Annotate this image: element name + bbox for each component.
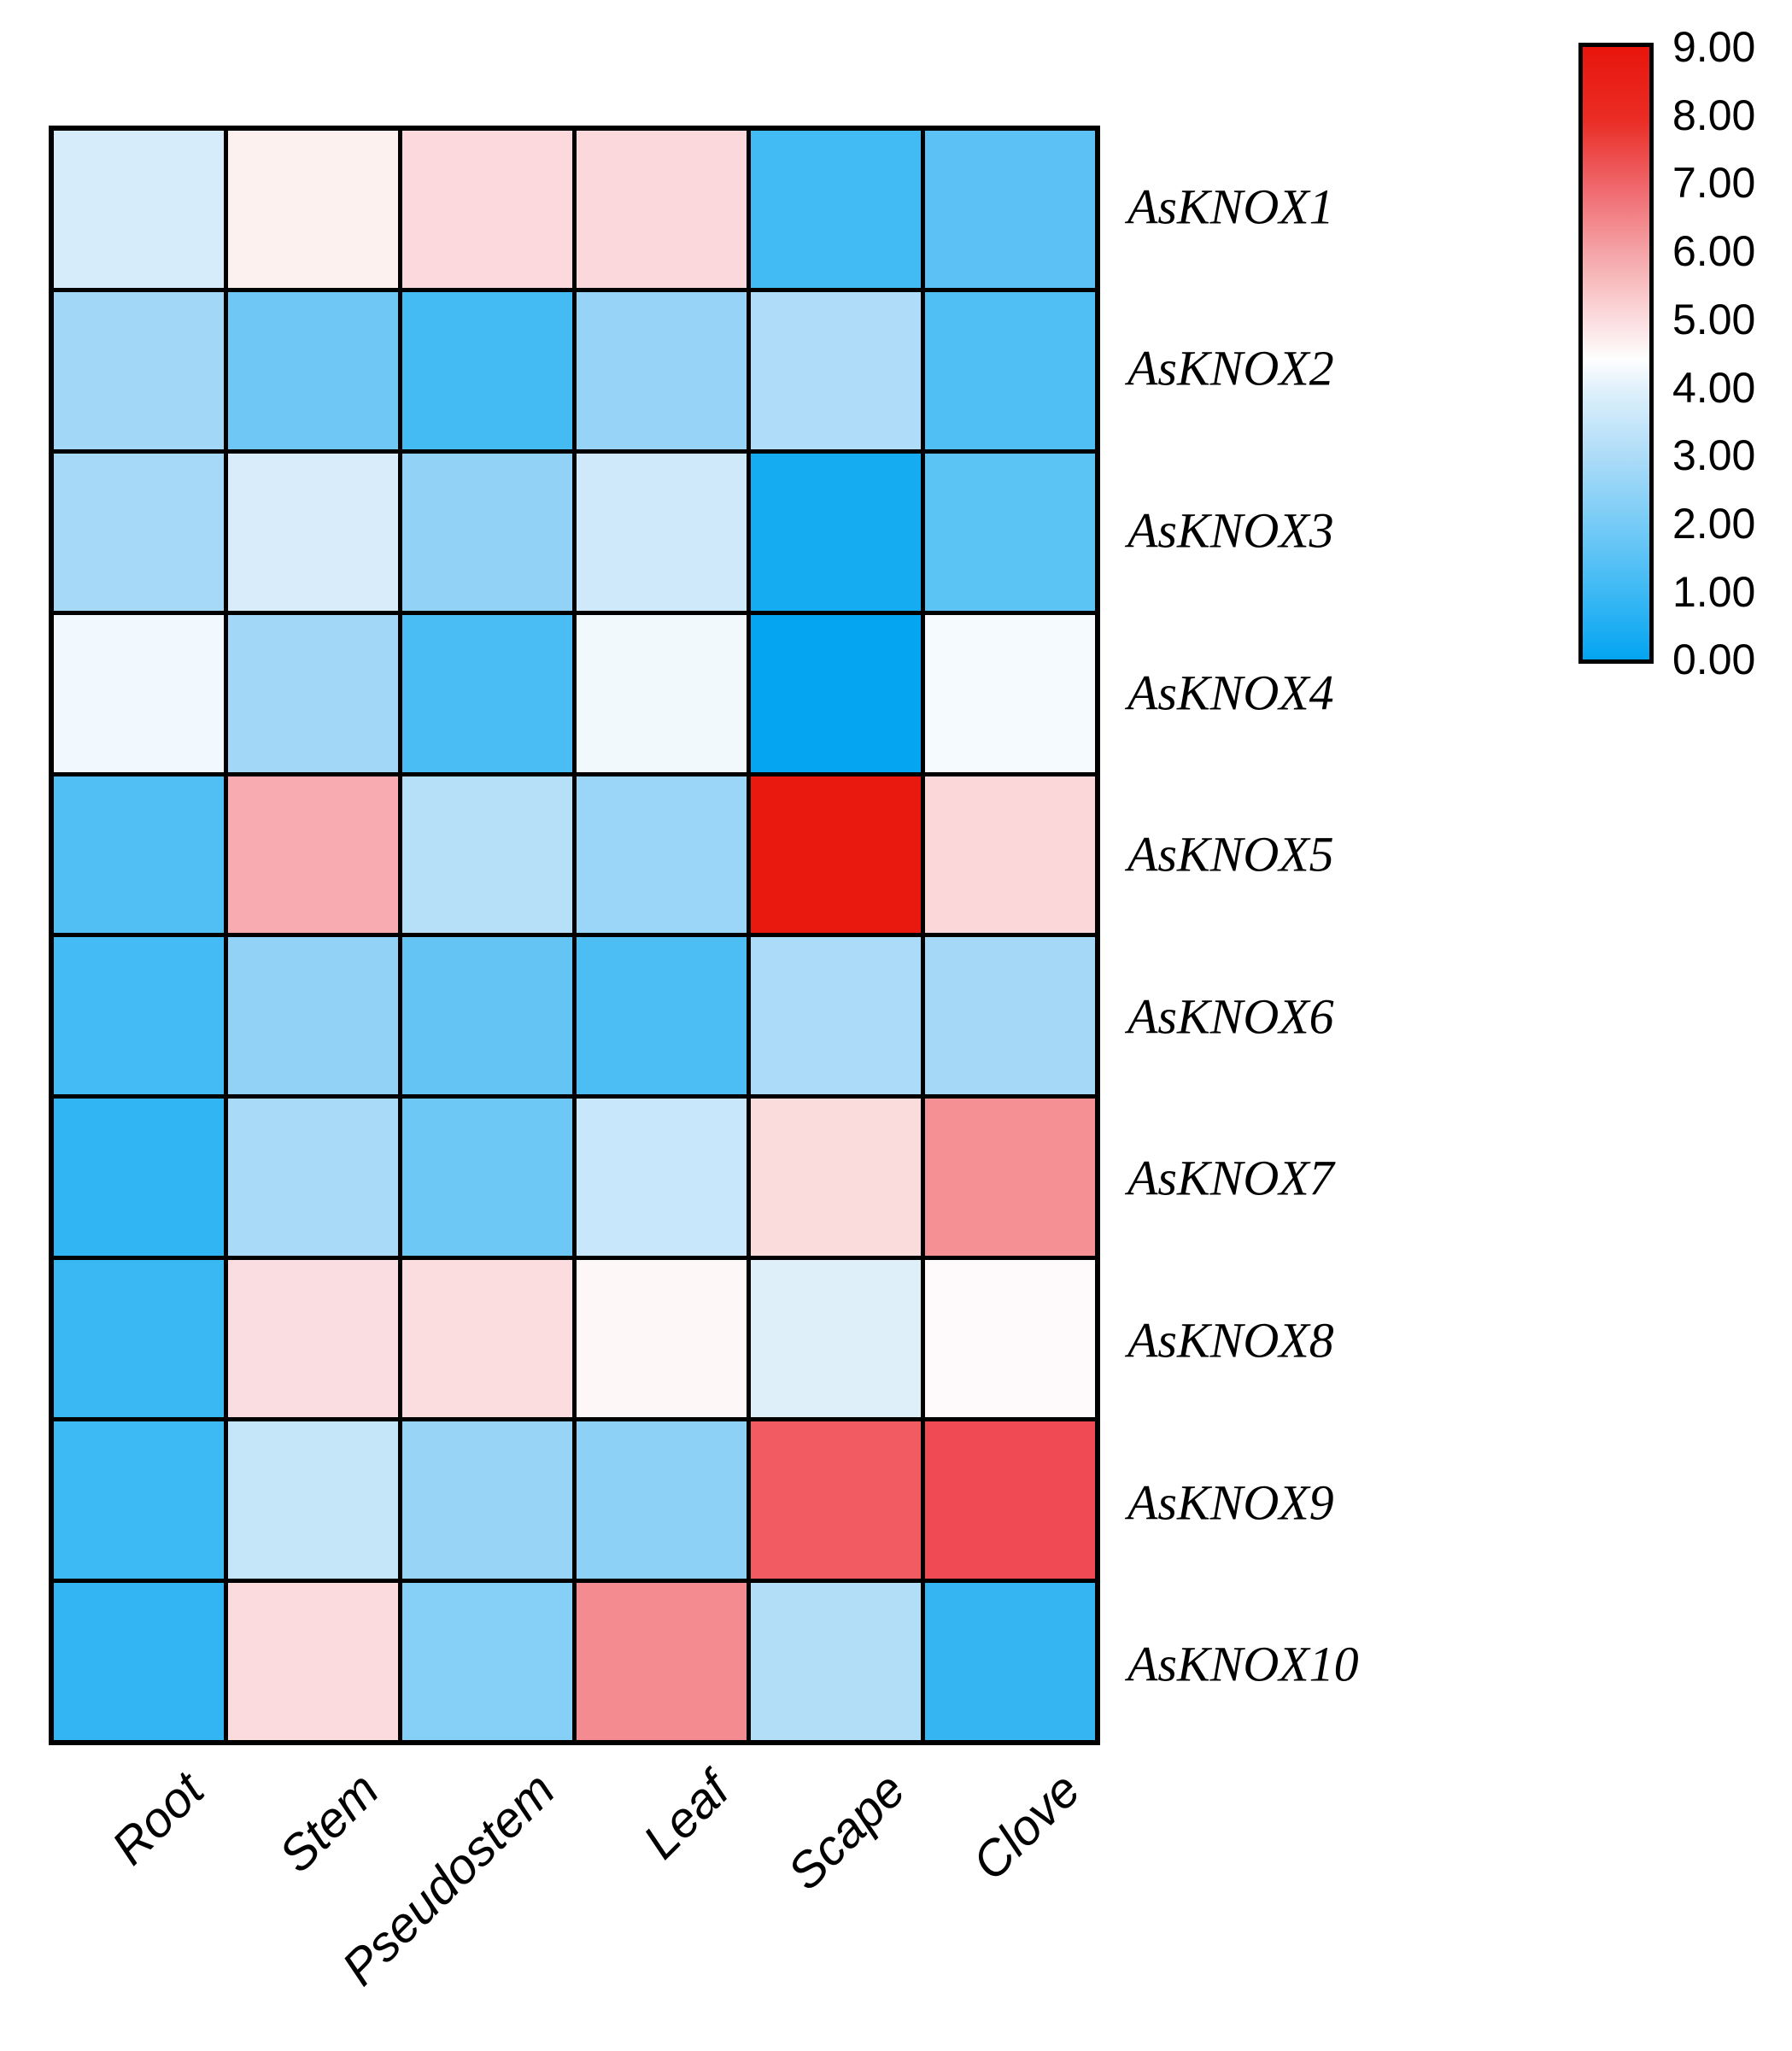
heatmap-cell [228,1583,398,1740]
heatmap-cell [925,1583,1095,1740]
heatmap-cell [577,937,747,1095]
row-label-asknox8: AsKNOX8 [1127,1312,1334,1368]
colorbar-tick-label: 6.00 [1672,227,1756,276]
heatmap-cell [54,1583,224,1740]
col-label-clove: Clove [962,1761,1092,1891]
heatmap-cell [577,1421,747,1579]
heatmap-cell [402,453,572,611]
colorbar-tick-label: 7.00 [1672,159,1756,208]
row-label-asknox4: AsKNOX4 [1127,665,1334,721]
heatmap-cell [751,1260,921,1418]
colorbar-tick-label: 4.00 [1672,363,1756,412]
heatmap-cell [402,614,572,772]
heatmap-cell [54,937,224,1095]
heatmap-cell [751,131,921,288]
heatmap-cell [402,776,572,934]
heatmap-cell [577,131,747,288]
heatmap-cell [577,453,747,611]
row-label-asknox10: AsKNOX10 [1127,1636,1359,1692]
heatmap-cell [925,614,1095,772]
row-label-asknox7: AsKNOX7 [1127,1150,1334,1206]
heatmap-cell [751,1583,921,1740]
heatmap-cell [228,1099,398,1257]
row-label-asknox6: AsKNOX6 [1127,988,1334,1045]
heatmap-cell [54,1099,224,1257]
heatmap-cell [751,453,921,611]
heatmap-cell [925,937,1095,1095]
heatmap-cell [228,1421,398,1579]
colorbar-tick-label: 1.00 [1672,567,1756,616]
heatmap-cell [577,1583,747,1740]
heatmap-cell [751,291,921,449]
col-label-stem: Stem [268,1761,390,1884]
heatmap-cell [402,1421,572,1579]
heatmap-cell [402,131,572,288]
heatmap-cell [402,291,572,449]
heatmap-cell [577,614,747,772]
heatmap-cell [54,1421,224,1579]
colorbar-tick-label: 8.00 [1672,91,1756,139]
heatmap-cell [228,1260,398,1418]
heatmap-cell [577,776,747,934]
colorbar-gradient [1578,43,1654,664]
heatmap-cell [54,453,224,611]
heatmap-cell [925,131,1095,288]
colorbar-tick-label: 9.00 [1672,23,1756,71]
row-label-asknox3: AsKNOX3 [1127,502,1334,559]
heatmap-cell [925,1099,1095,1257]
heatmap-cell [751,937,921,1095]
heatmap-cell [577,1099,747,1257]
heatmap-cell [54,1260,224,1418]
heatmap-cell [54,614,224,772]
heatmap-cell [925,1260,1095,1418]
heatmap-cell [925,291,1095,449]
heatmap-cell [925,453,1095,611]
heatmap-cell [228,453,398,611]
colorbar-tick-label: 5.00 [1672,295,1756,343]
heatmap-cell [228,291,398,449]
heatmap-cell [577,291,747,449]
heatmap-cell [54,131,224,288]
heatmap-cell [228,131,398,288]
col-label-root: Root [101,1761,215,1876]
heatmap-cell [402,1260,572,1418]
row-label-asknox2: AsKNOX2 [1127,340,1334,396]
colorbar-tick-label: 0.00 [1672,636,1756,684]
heatmap-cell [402,937,572,1095]
heatmap-cell [402,1099,572,1257]
colorbar-tick-label: 3.00 [1672,431,1756,480]
colorbar-tick-label: 2.00 [1672,499,1756,548]
row-label-asknox5: AsKNOX5 [1127,826,1334,882]
heatmap-cell [925,776,1095,934]
heatmap-cell [577,1260,747,1418]
heatmap-cell [402,1583,572,1740]
row-label-asknox9: AsKNOX9 [1127,1474,1334,1531]
row-label-asknox1: AsKNOX1 [1127,179,1334,235]
heatmap-cell [228,937,398,1095]
heatmap-cell [54,776,224,934]
heatmap-cell [228,614,398,772]
heatmap-cell [228,776,398,934]
col-label-scape: Scape [776,1761,916,1901]
heatmap-grid [49,126,1100,1745]
heatmap-cell [751,614,921,772]
heatmap-cell [925,1421,1095,1579]
col-label-leaf: Leaf [632,1761,741,1870]
heatmap-cell [751,1099,921,1257]
heatmap-cell [751,1421,921,1579]
heatmap-cell [54,291,224,449]
heatmap-cell [751,776,921,934]
